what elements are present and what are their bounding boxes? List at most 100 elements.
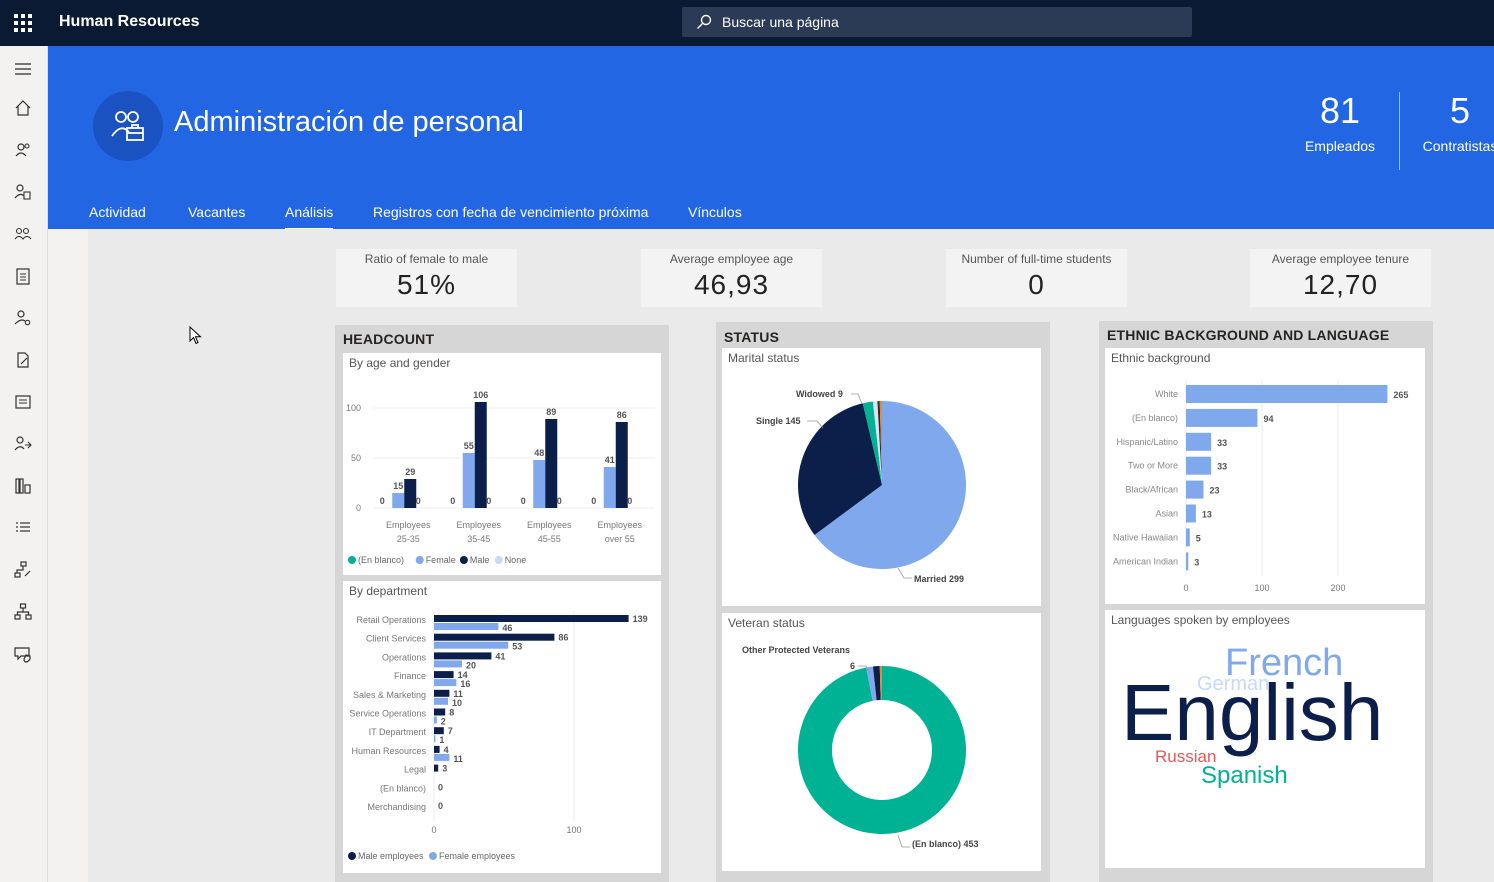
x-tick-label: 100 — [566, 825, 581, 835]
y-tick-label: Finance — [394, 671, 426, 681]
tab-analisis[interactable]: Análisis — [285, 204, 334, 230]
word-spanish: Spanish — [1201, 762, 1288, 789]
kpi-average-tenure[interactable]: Average employee tenure 12,70 — [1250, 249, 1431, 307]
x-tick-label: 45-55 — [538, 534, 561, 544]
marital-status-chart[interactable]: Married 299 Single 145 Widowed 9 — [722, 348, 1041, 606]
legend-marker — [429, 852, 437, 860]
tab-vinculos[interactable]: Vínculos — [688, 204, 742, 220]
legend-label: (En blanco) — [358, 555, 404, 565]
bar-ethnic — [1186, 528, 1190, 547]
library-icon[interactable] — [12, 475, 34, 497]
kpi-fulltime-students[interactable]: Number of full-time students 0 — [946, 249, 1127, 307]
pie-slice-single — [798, 403, 882, 535]
document-edit-icon[interactable] — [12, 349, 34, 371]
tab-vacantes[interactable]: Vacantes — [188, 204, 246, 220]
pie-slice-other2 — [877, 401, 882, 485]
bar-female-employees — [434, 660, 462, 668]
data-label: 5 — [1196, 533, 1201, 543]
bar-male — [545, 419, 558, 508]
org-edit-icon[interactable] — [12, 559, 34, 581]
bar-ethnic — [1186, 504, 1196, 523]
x-tick-label: over 55 — [605, 534, 635, 544]
x-tick-label: 100 — [1254, 583, 1269, 593]
mouse-cursor-icon — [189, 326, 202, 345]
list-icon[interactable] — [12, 517, 34, 539]
ethnic-background-card[interactable]: Ethnic background 0 100 200 White 265 (En bla… — [1105, 348, 1425, 604]
y-tick-label: (En blanco) — [1132, 413, 1178, 423]
word-russian: Russian — [1155, 747, 1216, 766]
languages-card[interactable]: Languages spoken by employees English Fre… — [1105, 610, 1425, 868]
stat-contractors-value: 5 — [1449, 90, 1471, 131]
data-label: 3 — [442, 764, 447, 774]
app-launcher-icon[interactable] — [14, 14, 32, 32]
kpi-value: 0 — [1028, 269, 1045, 300]
panel-title: HEADCOUNT — [343, 331, 435, 347]
y-tick-label: American Indian — [1113, 556, 1178, 566]
x-tick-label: 0 — [1183, 583, 1188, 593]
data-label: 20 — [466, 660, 476, 670]
data-label: 16 — [460, 679, 470, 689]
legend-marker — [459, 556, 468, 564]
tab-registros[interactable]: Registros con fecha de vencimiento próxi… — [373, 204, 649, 220]
tab-actividad[interactable]: Actividad — [89, 204, 146, 220]
word-english: English — [1121, 668, 1383, 757]
stat-contractors[interactable]: 5 Contratistas — [1420, 90, 1494, 154]
team-icon[interactable] — [12, 223, 34, 245]
data-label: 33 — [1217, 462, 1227, 472]
bar-female-employees — [434, 716, 437, 724]
card-title: Ethnic background — [1111, 351, 1211, 365]
home-icon[interactable] — [12, 97, 34, 119]
y-tick-label: White — [1155, 389, 1178, 399]
legend-marker — [348, 852, 356, 860]
x-tick-label: 200 — [1330, 583, 1345, 593]
card-title: By age and gender — [349, 356, 451, 370]
ethnic-language-panel: ETHNIC BACKGROUND AND LANGUAGE Ethnic ba… — [1099, 321, 1433, 882]
y-tick-label: IT Department — [369, 727, 427, 737]
bar-male-employees — [434, 689, 450, 697]
org-chart-icon[interactable] — [12, 601, 34, 623]
ethnic-background-chart[interactable]: 0 100 200 White 265 (En blanco) 94 Hispanic/Lat… — [1105, 348, 1425, 604]
people-icon[interactable] — [12, 139, 34, 161]
message-shield-icon[interactable] — [12, 643, 34, 665]
department-card[interactable]: By department 0 100 Retail Operations 139 46… — [343, 581, 661, 873]
data-label: Married 299 — [914, 574, 964, 584]
clipboard-icon[interactable] — [12, 265, 34, 287]
age-gender-card[interactable]: By age and gender 0 50 100 0 15 29 0 Employees 2… — [343, 353, 661, 575]
leader-line — [851, 393, 863, 405]
data-label: 14 — [458, 670, 468, 680]
person-document-icon[interactable] — [12, 181, 34, 203]
y-tick-label: Client Services — [366, 634, 427, 644]
bar-ethnic — [1186, 385, 1388, 403]
leader-line — [858, 665, 871, 674]
data-label: Single 145 — [756, 416, 801, 426]
kpi-female-male-ratio[interactable]: Ratio of female to male 51% — [336, 249, 517, 307]
bar-female — [462, 453, 475, 508]
data-label: 10 — [452, 698, 462, 708]
person-flow-icon[interactable] — [12, 433, 34, 455]
report-icon[interactable] — [12, 391, 34, 413]
bar-male — [404, 479, 417, 508]
marital-status-card[interactable]: Marital status Married 299 Single 145 Wido… — [722, 348, 1041, 606]
data-label: 6 — [850, 661, 855, 671]
search-box[interactable]: Buscar una página — [682, 7, 1192, 37]
y-tick-label: Human Resources — [351, 746, 426, 756]
person-search-icon[interactable] — [12, 307, 34, 329]
legend-label: Female — [426, 555, 456, 565]
kpi-label: Average employee age — [669, 252, 794, 266]
data-label: 1 — [439, 735, 444, 745]
stat-employees[interactable]: 81 Empleados — [1298, 90, 1382, 154]
kpi-label: Number of full-time students — [961, 252, 1112, 266]
card-title: By department — [349, 584, 428, 598]
veteran-status-card[interactable]: Veteran status (En blanco) 453 Other Prot… — [722, 613, 1041, 871]
kpi-label: Average employee tenure — [1271, 252, 1410, 266]
bar-female-employees — [434, 641, 509, 649]
bar-male — [615, 422, 628, 508]
app-title[interactable]: Human Resources — [59, 13, 200, 30]
kpi-average-age[interactable]: Average employee age 46,93 — [641, 249, 822, 307]
data-label: (En blanco) 453 — [912, 839, 979, 849]
hamburger-menu-icon[interactable] — [12, 58, 34, 80]
